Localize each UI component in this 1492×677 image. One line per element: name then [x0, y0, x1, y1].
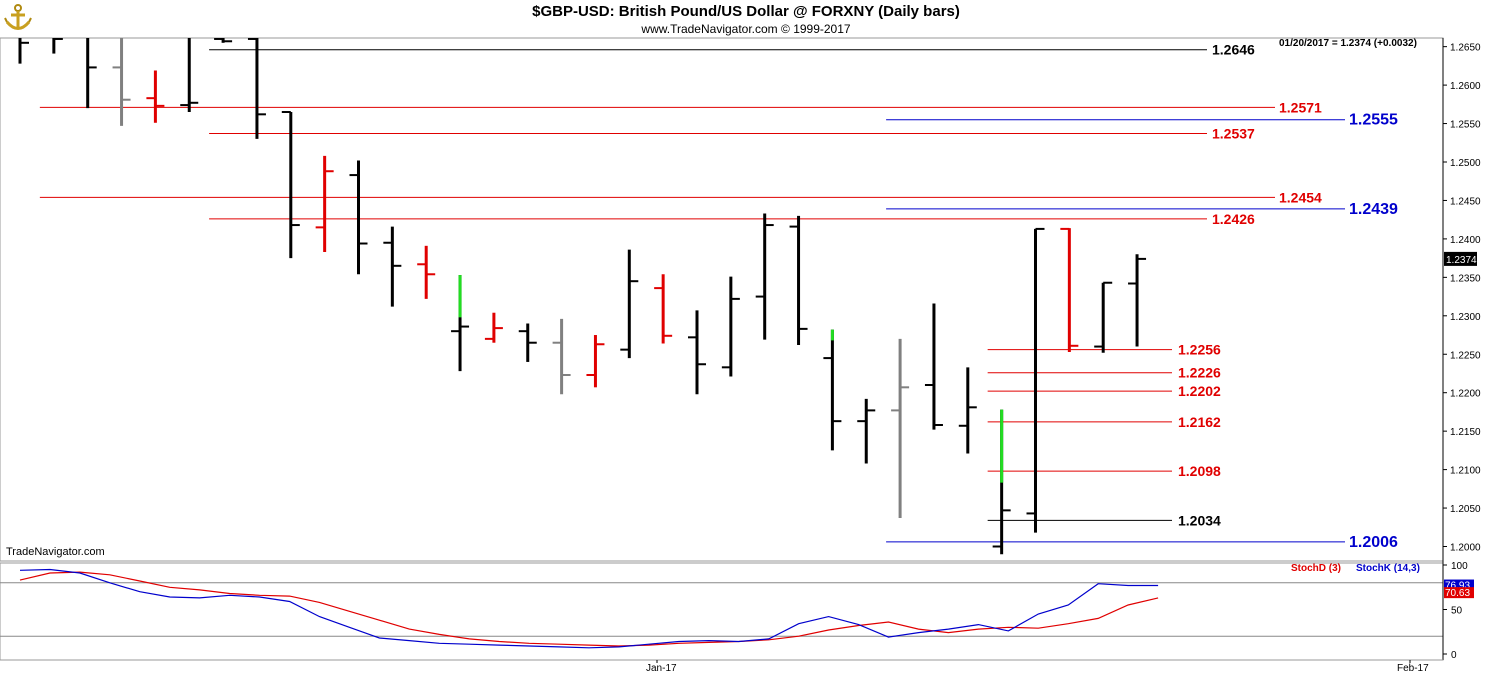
- ohlc-bar: [1026, 227, 1045, 533]
- price-tick-label: 1.2550: [1450, 120, 1481, 131]
- level-label: 1.2006: [1349, 534, 1398, 551]
- stoch-d-tag: [1444, 587, 1474, 599]
- price-tick-label: 1.2300: [1450, 312, 1481, 323]
- stoch-tick-label: 0: [1451, 650, 1457, 661]
- level-label: 1.2034: [1178, 512, 1221, 528]
- ohlc-bar: [857, 398, 876, 464]
- level-label: 1.2537: [1212, 126, 1255, 142]
- ohlc-bar: [52, 38, 63, 54]
- ohlc-bar: [112, 38, 131, 126]
- level-label: 1.2162: [1178, 414, 1221, 430]
- ohlc-bar: [146, 70, 165, 123]
- anchor-logo-icon: [4, 3, 32, 33]
- ohlc-bar: [992, 409, 1011, 555]
- stoch-tick-label: 50: [1451, 606, 1463, 617]
- level-label: 1.2454: [1279, 189, 1322, 205]
- watermark: TradeNavigator.com: [6, 546, 105, 558]
- ohlc-bar: [518, 323, 537, 362]
- ohlc-bar: [552, 318, 571, 395]
- level-label: 1.2202: [1178, 383, 1221, 399]
- price-panel-frame: [0, 37, 1444, 562]
- ohlc-bar: [620, 249, 639, 359]
- ohlc-bar: [86, 38, 97, 109]
- ohlc-bar: [349, 160, 368, 275]
- ohlc-bar: [383, 226, 402, 307]
- ohlc-bar: [1128, 254, 1147, 347]
- price-tick-label: 1.2200: [1450, 389, 1481, 400]
- price-panel: 1.2650 1.2600 1.2550 1.2500 1.2450 1.2400 1.23…: [0, 37, 1481, 562]
- legend-stoch-k: StochK (14,3): [1356, 563, 1420, 574]
- level-label: 1.2571: [1279, 99, 1322, 115]
- stoch-tick-label: 100: [1451, 561, 1468, 572]
- price-tick-label: 1.2350: [1450, 273, 1481, 284]
- stoch-series-line: [19, 571, 1159, 647]
- ohlc-bar: [417, 245, 436, 299]
- price-tick-label: 1.2050: [1450, 504, 1481, 515]
- stoch-series-line: [19, 568, 1159, 649]
- price-tick-label: 1.2400: [1450, 235, 1481, 246]
- ohlc-bar: [688, 310, 706, 395]
- ohlc-bar: [1094, 281, 1113, 353]
- ohlc-bar: [924, 303, 943, 430]
- legend-stoch-d: StochD (3): [1291, 563, 1341, 574]
- chart-title: $GBP-USD: British Pound/US Dollar @ FORX…: [532, 3, 960, 20]
- chart-subtitle: www.TradeNavigator.com © 1999-2017: [641, 22, 851, 36]
- price-tick-label: 1.2450: [1450, 196, 1481, 207]
- ohlc-bar: [180, 38, 199, 113]
- ohlc-bar: [755, 213, 774, 340]
- last-price-label: 1.2374: [1446, 255, 1477, 266]
- ohlc-bars: [18, 38, 1147, 555]
- ohlc-bar: [451, 275, 470, 372]
- ohlc-bar: [484, 312, 503, 343]
- price-tick-label: 1.2150: [1450, 427, 1481, 438]
- ohlc-bar: [654, 274, 673, 344]
- stoch-d-value: 70.63: [1445, 588, 1470, 599]
- ohlc-bar: [281, 111, 300, 259]
- price-tick-label: 1.2500: [1450, 158, 1481, 169]
- price-tick-label: 1.2000: [1450, 543, 1481, 554]
- x-tick-label: Feb-17: [1397, 663, 1429, 674]
- ohlc-bar: [721, 276, 740, 377]
- price-tick-label: 1.2250: [1450, 350, 1481, 361]
- level-label: 1.2426: [1212, 211, 1255, 227]
- ohlc-bar: [18, 38, 29, 64]
- ohlc-bar: [214, 38, 233, 43]
- ohlc-bar: [789, 215, 808, 346]
- stoch-k-tag: [1444, 579, 1474, 591]
- stoch-k-value: 76.93: [1445, 581, 1470, 592]
- level-label: 1.2098: [1178, 463, 1221, 479]
- ohlc-bar: [315, 155, 334, 252]
- last-price-tag: [1444, 251, 1477, 266]
- ohlc-bar: [823, 329, 842, 451]
- stoch-panel-frame: [0, 562, 1444, 661]
- level-label: 1.2256: [1178, 342, 1221, 358]
- x-tick-label: Jan-17: [646, 663, 677, 674]
- ohlc-bar: [891, 338, 910, 519]
- ohlc-bar: [247, 38, 266, 139]
- ohlc-bar: [1060, 227, 1079, 352]
- ohlc-bar: [958, 367, 977, 454]
- price-readout: 01/20/2017 = 1.2374 (+0.0032): [1279, 38, 1417, 49]
- price-tick-label: 1.2100: [1450, 466, 1481, 477]
- level-label: 1.2646: [1212, 42, 1255, 58]
- ohlc-bar: [586, 335, 605, 388]
- level-label: 1.2226: [1178, 365, 1221, 381]
- level-label: 1.2439: [1349, 201, 1398, 218]
- price-tick-label: 1.2600: [1450, 81, 1481, 92]
- price-tick-label: 1.2650: [1450, 43, 1481, 54]
- level-label: 1.2555: [1349, 112, 1398, 129]
